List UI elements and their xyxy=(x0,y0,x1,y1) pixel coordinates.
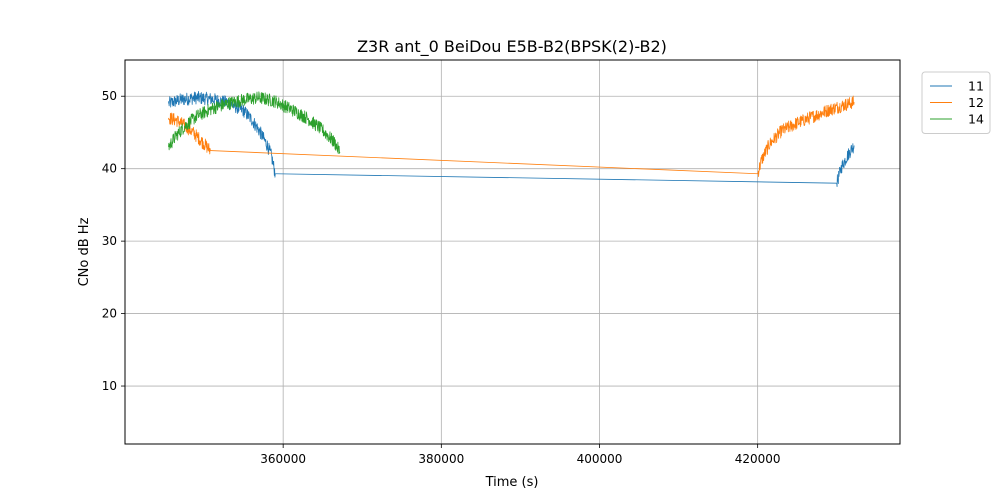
y-axis-ticks: 10 20 30 40 50 xyxy=(102,89,125,393)
y-tick-label: 50 xyxy=(102,89,117,103)
legend-item-12: 12 xyxy=(930,95,984,110)
x-tick-label: 380000 xyxy=(418,452,464,466)
x-tick-label: 400000 xyxy=(577,452,623,466)
y-tick-label: 20 xyxy=(102,307,117,321)
series-11-line xyxy=(275,173,837,184)
series-14 xyxy=(168,91,341,154)
y-tick-label: 10 xyxy=(102,379,117,393)
legend-item-14: 14 xyxy=(930,112,984,127)
series-12-line xyxy=(210,150,758,175)
legend-label: 11 xyxy=(968,79,984,94)
y-tick-label: 30 xyxy=(102,234,117,248)
legend-box xyxy=(921,71,991,134)
series-layer xyxy=(168,91,855,188)
y-tick-label: 40 xyxy=(102,162,117,176)
series-14-line xyxy=(168,91,341,154)
plot-frame xyxy=(124,59,901,445)
x-axis-label: Time (s) xyxy=(485,475,539,490)
chart-title: Z3R ant_0 BeiDou E5B-B2(BPSK(2)-B2) xyxy=(357,37,667,57)
legend-label: 14 xyxy=(968,112,984,127)
x-axis-ticks: 360000 380000 400000 420000 xyxy=(260,444,781,466)
legend-item-11: 11 xyxy=(930,79,984,94)
y-axis-label: CNo dB Hz xyxy=(77,217,92,286)
grid-lines xyxy=(125,60,900,444)
legend-label: 12 xyxy=(968,95,984,110)
series-11-line xyxy=(836,143,855,188)
x-tick-label: 420000 xyxy=(735,452,781,466)
series-12-line xyxy=(757,95,855,178)
x-tick-label: 360000 xyxy=(260,452,306,466)
